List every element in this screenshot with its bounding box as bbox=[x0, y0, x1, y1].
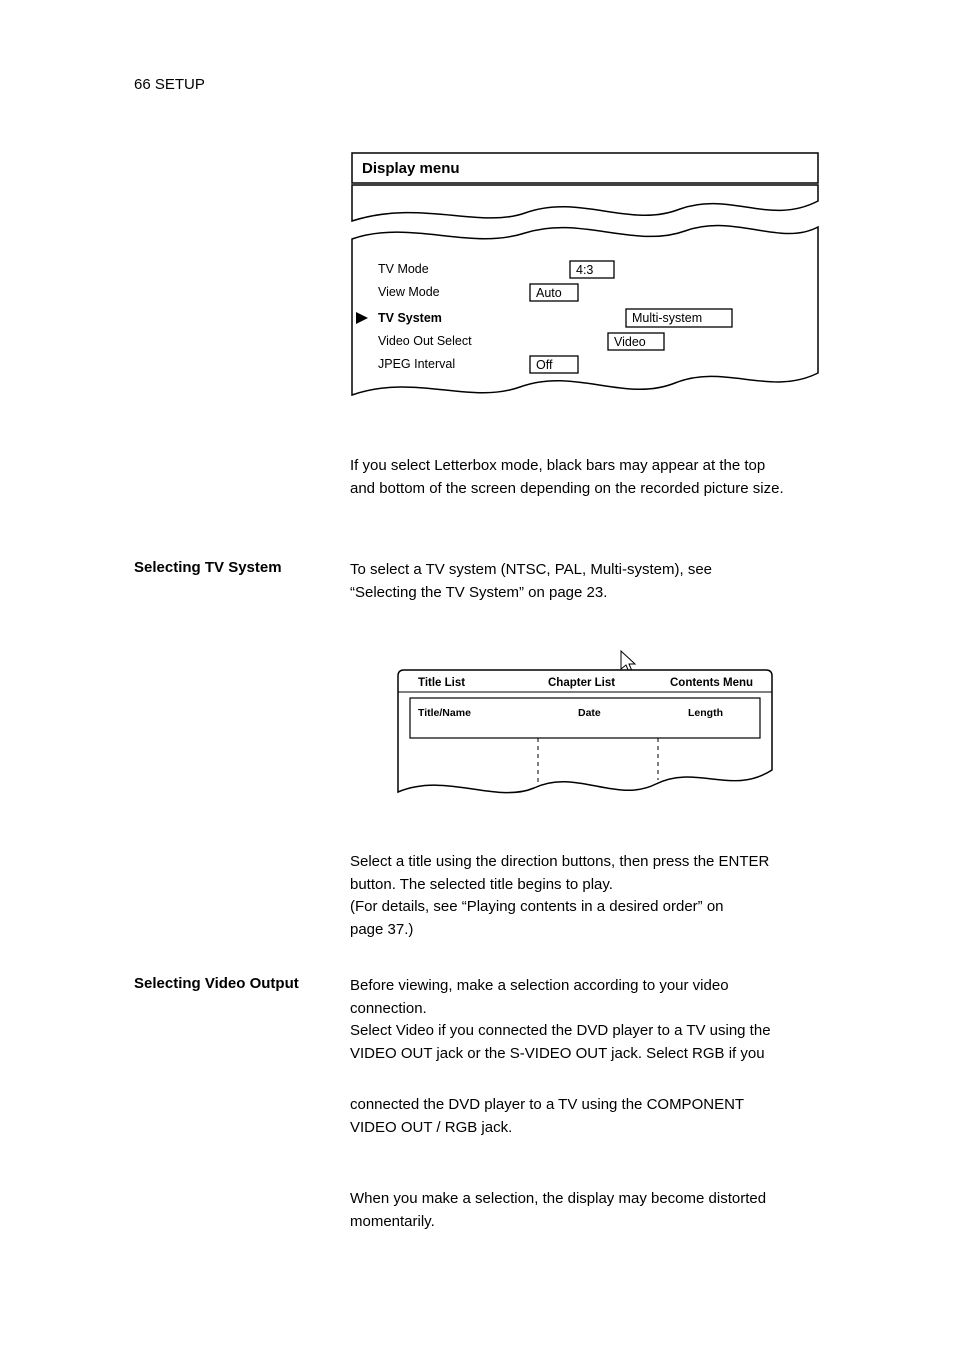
para-tv-system: To select a TV system (NTSC, PAL, Multi-… bbox=[350, 559, 820, 604]
display-menu-svg: Display menu TV Mode 4:3 View Mode Auto … bbox=[350, 151, 820, 405]
p5-l2: VIDEO OUT / RGB jack. bbox=[350, 1119, 512, 1136]
display-menu-fragment: Display menu TV Mode 4:3 View Mode Auto … bbox=[350, 151, 820, 405]
heading-video-output: Selecting Video Output bbox=[134, 975, 354, 992]
menu-row-value-1: Auto bbox=[536, 286, 562, 300]
cursor-icon bbox=[621, 651, 635, 672]
tab-title-list: Title List bbox=[418, 677, 465, 689]
para-video-out-2: connected the DVD player to a TV using t… bbox=[350, 1094, 820, 1139]
menu-row-value-3: Video bbox=[614, 335, 646, 349]
page-number: 66 SETUP bbox=[134, 76, 205, 93]
title-list-svg: Title List Chapter List Contents Menu Ti… bbox=[388, 650, 782, 808]
p3-l4: page 37.) bbox=[350, 921, 413, 938]
p4-l4: VIDEO OUT jack or the S-VIDEO OUT jack. … bbox=[350, 1045, 765, 1062]
menu-row-value-4: Off bbox=[536, 358, 553, 372]
p3-l2: button. The selected title begins to pla… bbox=[350, 876, 613, 893]
menu-row-label-0: TV Mode bbox=[378, 262, 429, 276]
para-select-title: Select a title using the direction butto… bbox=[350, 851, 820, 941]
p5-l1: connected the DVD player to a TV using t… bbox=[350, 1096, 744, 1113]
menu-torn-top bbox=[352, 185, 818, 221]
p6-l2: momentarily. bbox=[350, 1213, 435, 1230]
menu-row-label-1: View Mode bbox=[378, 285, 440, 299]
menu-title-text: Display menu bbox=[362, 160, 460, 177]
p4-l3: Select Video if you connected the DVD pl… bbox=[350, 1022, 771, 1039]
p6-l1: When you make a selection, the display m… bbox=[350, 1190, 766, 1207]
p3-l3: (For details, see “Playing contents in a… bbox=[350, 898, 724, 915]
menu-row-value-0: 4:3 bbox=[576, 263, 593, 277]
para-tv-system-line2: “Selecting the TV System” on page 23. bbox=[350, 584, 607, 601]
tab-chapter-list: Chapter List bbox=[548, 677, 615, 689]
menu-row-label-3: Video Out Select bbox=[378, 334, 472, 348]
menu-row-label-4: JPEG Interval bbox=[378, 357, 455, 371]
para-letterbox-line2: and bottom of the screen depending on th… bbox=[350, 480, 784, 497]
menu-row-value-2: Multi-system bbox=[632, 311, 702, 325]
para-tv-system-line1: To select a TV system (NTSC, PAL, Multi-… bbox=[350, 561, 712, 578]
p4-l1: Before viewing, make a selection accordi… bbox=[350, 977, 729, 994]
col-length: Length bbox=[688, 707, 723, 719]
col-title-name: Title/Name bbox=[418, 707, 471, 719]
menu-row-label-2: TV System bbox=[378, 311, 442, 325]
para-letterbox: If you select Letterbox mode, black bars… bbox=[350, 455, 820, 500]
p3-l1: Select a title using the direction butto… bbox=[350, 853, 769, 870]
para-distort-note: When you make a selection, the display m… bbox=[350, 1188, 820, 1233]
para-letterbox-line1: If you select Letterbox mode, black bars… bbox=[350, 457, 765, 474]
para-video-out-1: Before viewing, make a selection accordi… bbox=[350, 975, 820, 1065]
title-list-fragment: Title List Chapter List Contents Menu Ti… bbox=[388, 650, 782, 808]
tab-contents-menu: Contents Menu bbox=[670, 677, 753, 689]
p4-l2: connection. bbox=[350, 1000, 427, 1017]
heading-tv-system: Selecting TV System bbox=[134, 559, 354, 576]
col-date: Date bbox=[578, 707, 601, 719]
